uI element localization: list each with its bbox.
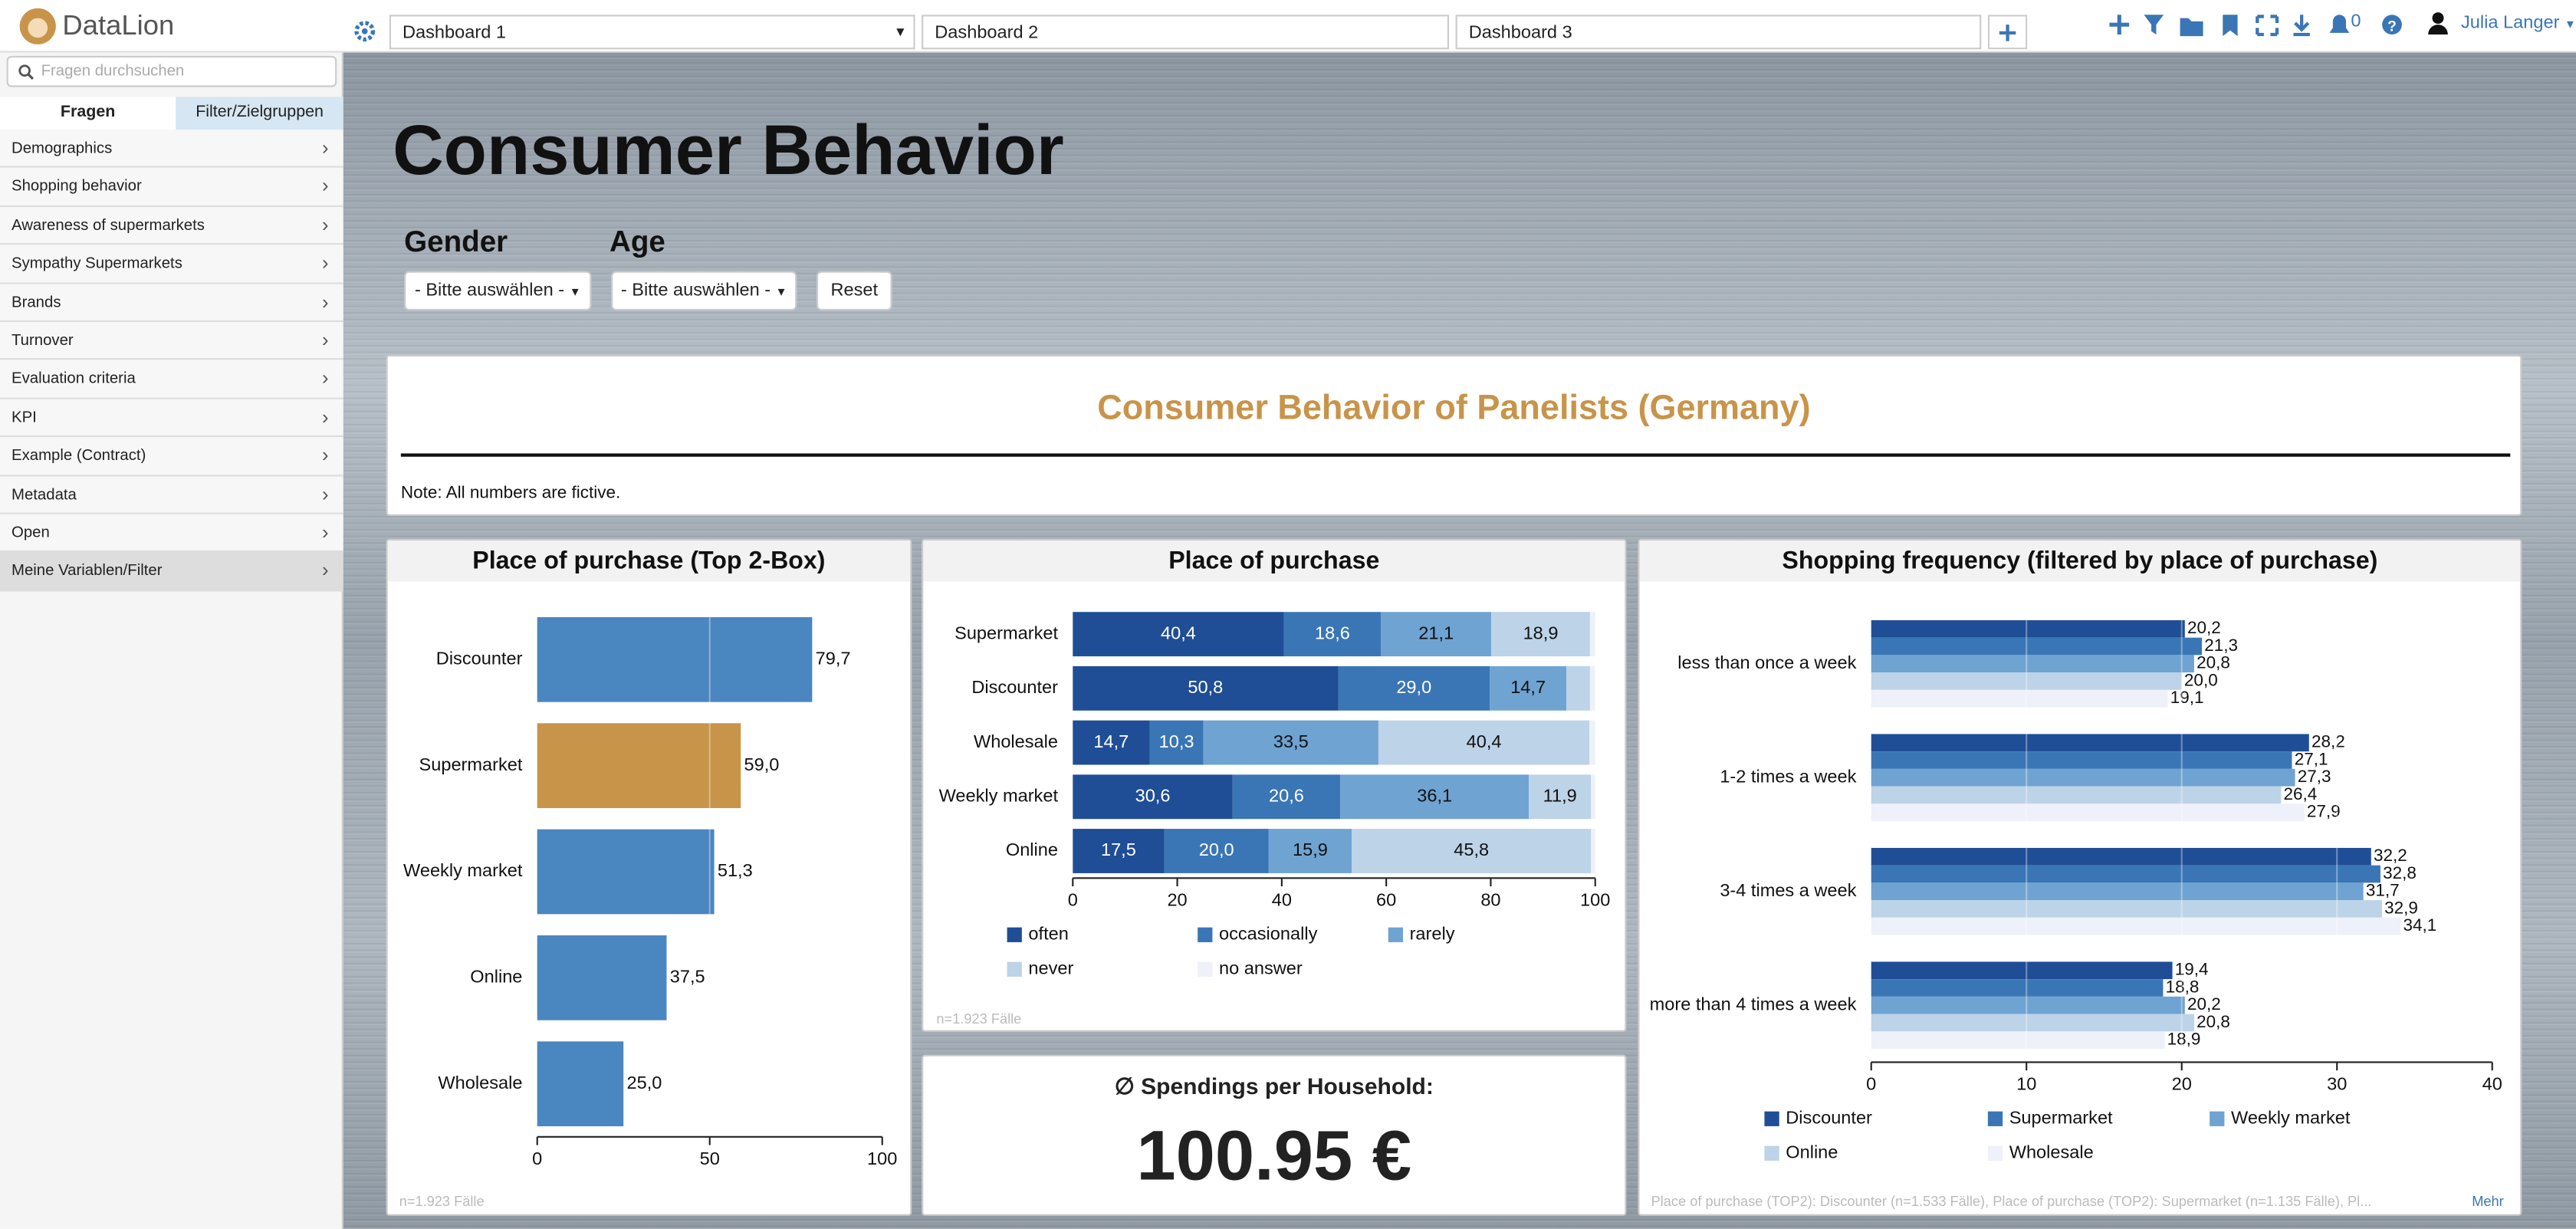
toolbar-icons[interactable]: ? bbox=[2103, 8, 2415, 41]
caret: ▼ bbox=[893, 25, 907, 40]
filter-select[interactable]: - Bitte auswählen - ▼ bbox=[611, 271, 797, 311]
menu-item[interactable]: Metadata bbox=[0, 475, 343, 514]
divider bbox=[400, 453, 2511, 457]
filter-select[interactable]: - Bitte auswählen - ▼ bbox=[404, 271, 592, 311]
select-label: - Bitte auswählen - bbox=[620, 281, 771, 301]
menu-item[interactable]: Sympathy Supermarkets bbox=[0, 245, 343, 284]
caret: ▼ bbox=[775, 288, 787, 299]
settings-icon[interactable] bbox=[353, 20, 376, 43]
menu-item[interactable]: Open bbox=[0, 514, 343, 553]
chart-note: n=1.923 Fälle bbox=[936, 1010, 1022, 1027]
menu-item[interactable]: Turnover bbox=[0, 322, 343, 361]
chart-title: Shopping frequency (filtered by place of… bbox=[1639, 541, 2521, 582]
sidebar: Fragen durchsuchen Fragen Filter/Zielgru… bbox=[0, 52, 343, 1229]
menu-item[interactable]: KPI bbox=[0, 399, 343, 438]
reset-button[interactable]: Reset bbox=[816, 271, 892, 311]
menu-item[interactable]: Demographics bbox=[0, 130, 343, 169]
notification-count: 0 bbox=[2351, 12, 2361, 31]
kpi-title: ∅ Spendings per Household: bbox=[1114, 1073, 1434, 1099]
tab[interactable]: Dashboard 1 ▼ bbox=[389, 15, 915, 50]
kpi-panel: ∅ Spendings per Household: 100.95 € bbox=[922, 1054, 1627, 1216]
chart-note: Place of purchase (TOP2): Discounter (n=… bbox=[1651, 1192, 2372, 1210]
select-label: - Bitte auswählen - bbox=[414, 281, 565, 301]
search-box[interactable]: Fragen durchsuchen bbox=[6, 55, 337, 87]
banner: Consumer Behavior of Panelists (Germany)… bbox=[386, 354, 2522, 516]
filter-label: Age bbox=[610, 225, 665, 258]
note: Note: All numbers are fictive. bbox=[400, 483, 621, 503]
tab[interactable]: Dashboard 2 bbox=[922, 15, 1449, 50]
menu-item[interactable]: Brands bbox=[0, 283, 343, 322]
chart-panel: Place of purchase n=1.923 Fälle bbox=[922, 538, 1627, 1032]
caret: ▼ bbox=[2564, 19, 2576, 31]
kpi-value: 100.95 € bbox=[1136, 1117, 1412, 1196]
chart-title: Place of purchase (Top 2-Box) bbox=[387, 541, 911, 582]
user-menu[interactable]: Julia Langer ▼ bbox=[2461, 13, 2576, 33]
more-link[interactable]: Mehr bbox=[2472, 1192, 2504, 1210]
filter-label: Gender bbox=[404, 225, 508, 258]
menu-item[interactable]: Meine Variablen/Filter bbox=[0, 552, 343, 591]
top-bar: DataLion Dashboard 1 ▼ Dashboard 2 Dashbo… bbox=[0, 0, 2576, 53]
user-icon bbox=[2428, 12, 2448, 35]
dashboard-title: Consumer Behavior bbox=[393, 111, 1064, 191]
menu-item[interactable]: Awareness of supermarkets bbox=[0, 206, 343, 245]
caret: ▼ bbox=[569, 288, 581, 299]
search-icon bbox=[18, 64, 34, 80]
chart-panel: Place of purchase (Top 2-Box) n=1.923 Fä… bbox=[386, 538, 912, 1216]
menu-item[interactable]: Evaluation criteria bbox=[0, 360, 343, 399]
sidebar-tab[interactable]: Filter/Zielgruppen bbox=[176, 97, 343, 130]
banner-title: Consumer Behavior of Panelists (Germany) bbox=[1097, 389, 1811, 428]
help-icon: ? bbox=[2387, 19, 2397, 35]
menu-item[interactable]: Example (Contract) bbox=[0, 437, 343, 476]
logo bbox=[19, 8, 56, 44]
sidebar-tab[interactable]: Fragen bbox=[0, 97, 176, 130]
user-name: Julia Langer bbox=[2461, 13, 2560, 33]
menu-item[interactable]: Shopping behavior bbox=[0, 168, 343, 207]
chart-note: n=1.923 Fälle bbox=[399, 1192, 485, 1210]
tab-label: Dashboard 1 bbox=[402, 23, 506, 43]
tab[interactable]: Dashboard 3 bbox=[1455, 15, 1982, 50]
brand: DataLion bbox=[62, 9, 175, 41]
search-placeholder: Fragen durchsuchen bbox=[41, 62, 185, 81]
add-tab[interactable] bbox=[1987, 15, 2028, 50]
chart-title: Place of purchase bbox=[923, 541, 1625, 582]
chart-panel: Shopping frequency (filtered by place of… bbox=[1638, 538, 2522, 1216]
